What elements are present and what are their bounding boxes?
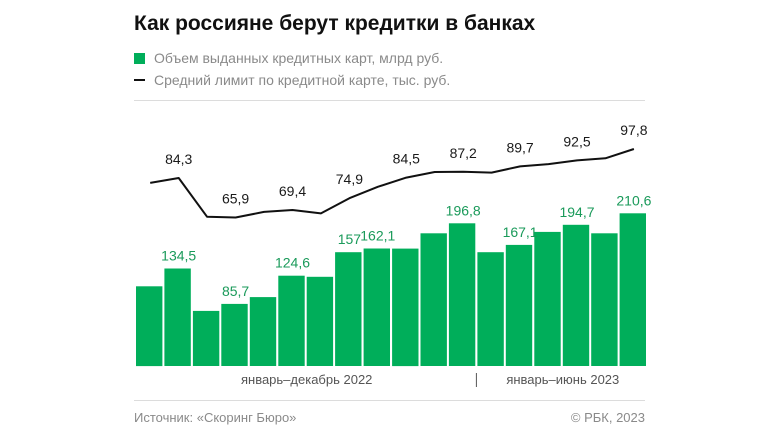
bar-value-label: 167,1: [503, 224, 538, 240]
legend-label-line: Средний лимит по кредитной карте, тыс. р…: [154, 72, 451, 88]
bar: [448, 223, 476, 366]
bar-value-label: 124,6: [275, 255, 310, 271]
bar-value-label: 85,7: [222, 283, 249, 299]
bar: [392, 248, 419, 367]
bar-value-label: 210,6: [616, 192, 651, 208]
bar: [221, 303, 248, 366]
bottom-divider: [134, 400, 645, 401]
series-line: [150, 148, 635, 219]
bar-value-label: 162,1: [360, 228, 395, 244]
legend-swatch-bars: [134, 52, 145, 64]
bar: [534, 231, 561, 366]
line-value-label: 97,8: [620, 122, 647, 138]
legend-label-bars: Объем выданных кредитных карт, млрд руб.: [154, 50, 444, 66]
bar: [164, 268, 191, 366]
bar: [335, 252, 362, 366]
line-value-label: 89,7: [506, 139, 533, 155]
bar: [619, 213, 646, 366]
line-value-label: 65,9: [222, 191, 249, 207]
bar: [420, 233, 447, 366]
bar-value-label: 196,8: [446, 202, 481, 218]
source-note: Источник: «Скоринг Бюро»: [134, 410, 297, 425]
bar: [306, 276, 334, 366]
copyright-note: © РБК, 2023: [570, 410, 645, 425]
bar-value-label: 134,5: [161, 248, 196, 264]
bar: [249, 297, 277, 366]
bar: [363, 248, 390, 366]
legend-swatch-line: [134, 79, 145, 81]
line-value-label: 84,5: [393, 151, 420, 167]
line-value-label: 69,4: [279, 183, 306, 199]
top-divider: [134, 100, 645, 101]
bar-value-label: 157: [338, 231, 362, 247]
bar: [505, 244, 533, 366]
line-value-label: 92,5: [563, 133, 590, 149]
bar: [562, 224, 590, 366]
bar: [278, 275, 305, 366]
bar-value-label: 194,7: [559, 204, 594, 220]
bar: [591, 233, 618, 366]
period-label: январь–декабрь 2022: [241, 372, 372, 387]
line-value-label: 84,3: [165, 151, 192, 167]
line-value-label: 87,2: [450, 145, 477, 161]
bar: [136, 286, 163, 367]
period-label: январь–июнь 2023: [506, 372, 619, 387]
legend-item-bars: Объем выданных кредитных карт, млрд руб.: [134, 50, 443, 66]
line-value-label: 74,9: [336, 171, 363, 187]
legend-item-line: Средний лимит по кредитной карте, тыс. р…: [134, 72, 450, 88]
bar: [192, 310, 220, 366]
bar: [477, 252, 504, 366]
chart-title: Как россияне берут кредитки в банках: [134, 12, 536, 35]
